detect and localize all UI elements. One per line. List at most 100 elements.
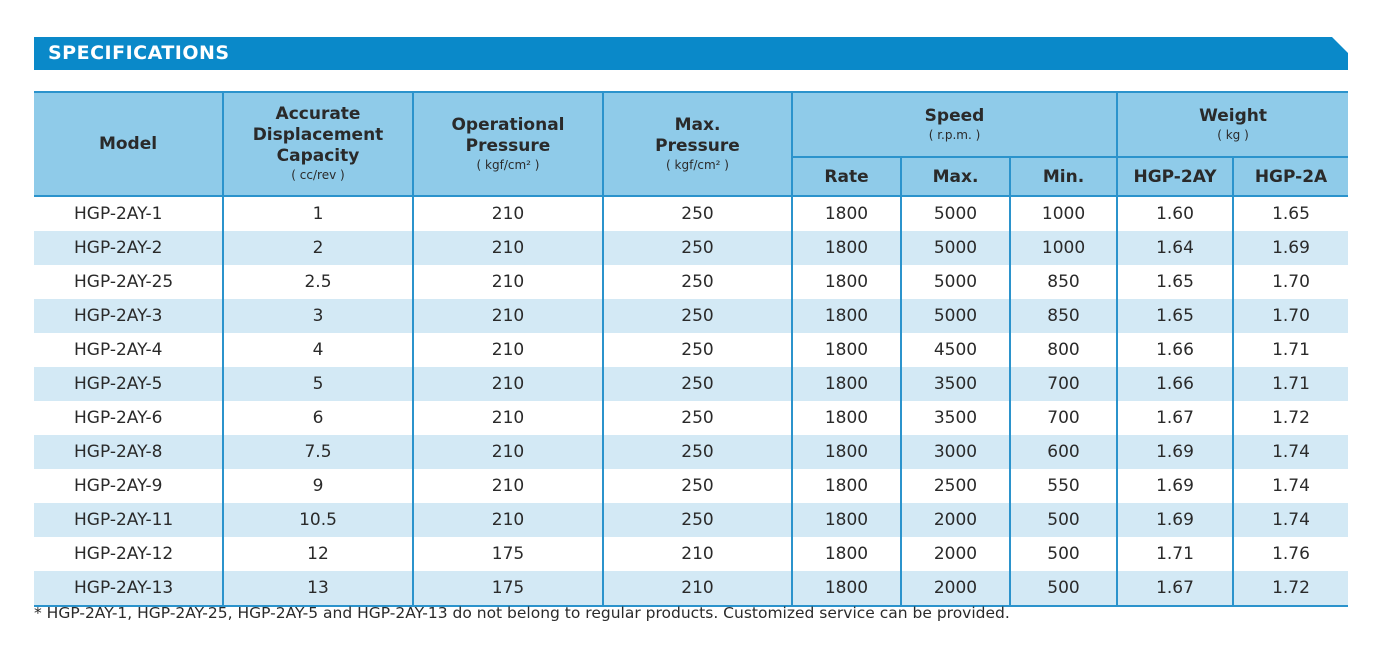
cell-operational-pressure: 210 — [413, 469, 604, 503]
cell-weight-hgp-2ay: 1.66 — [1117, 333, 1235, 367]
header-speed: Speed ( r.p.m. ) — [792, 91, 1119, 158]
cell-max-pressure: 250 — [603, 367, 793, 401]
cell-capacity: 9 — [223, 469, 414, 503]
cell-speed-min: 700 — [1010, 401, 1119, 435]
cell-max-pressure: 250 — [603, 435, 793, 469]
cell-weight-hgp-2a: 1.76 — [1233, 537, 1349, 571]
cell-max-pressure: 210 — [603, 537, 793, 571]
cell-model: HGP-2AY-2 — [34, 231, 224, 265]
cell-speed-min: 850 — [1010, 299, 1119, 333]
table-row: HGP-2AY-4 4 210 250 1800 4500 800 1.66 1.71 — [34, 333, 1349, 367]
table-body: HGP-2AY-1 1 210 250 1800 5000 1000 1.60 1.65 HGP-… — [34, 196, 1349, 607]
header-model: Model — [34, 91, 224, 197]
cell-operational-pressure: 210 — [413, 231, 604, 265]
header-speed-max: Max. — [901, 157, 1011, 197]
cell-weight-hgp-2a: 1.71 — [1233, 367, 1349, 401]
cell-operational-pressure: 175 — [413, 537, 604, 571]
cell-speed-rate: 1800 — [792, 231, 902, 265]
cell-speed-rate: 1800 — [792, 503, 902, 537]
cell-speed-max: 5000 — [901, 265, 1011, 299]
cell-model: HGP-2AY-8 — [34, 435, 224, 469]
cell-speed-min: 1000 — [1010, 196, 1119, 231]
cell-speed-max: 5000 — [901, 231, 1011, 265]
cell-operational-pressure: 210 — [413, 435, 604, 469]
cell-speed-min: 600 — [1010, 435, 1119, 469]
cell-operational-pressure: 175 — [413, 571, 604, 607]
cell-speed-rate: 1800 — [792, 299, 902, 333]
table-row: HGP-2AY-5 5 210 250 1800 3500 700 1.66 1.71 — [34, 367, 1349, 401]
cell-speed-min: 1000 — [1010, 231, 1119, 265]
cell-weight-hgp-2a: 1.69 — [1233, 231, 1349, 265]
cell-capacity: 12 — [223, 537, 414, 571]
cell-weight-hgp-2a: 1.71 — [1233, 333, 1349, 367]
table-row: HGP-2AY-11 10.5 210 250 1800 2000 500 1.69 1.74 — [34, 503, 1349, 537]
cell-weight-hgp-2ay: 1.66 — [1117, 367, 1235, 401]
cell-model: HGP-2AY-1 — [34, 196, 224, 231]
cell-max-pressure: 250 — [603, 231, 793, 265]
cell-model: HGP-2AY-9 — [34, 469, 224, 503]
cell-capacity: 10.5 — [223, 503, 414, 537]
cell-speed-rate: 1800 — [792, 367, 902, 401]
cell-weight-hgp-2a: 1.65 — [1233, 196, 1349, 231]
header-max-pressure: Max. Pressure ( kgf/cm² ) — [603, 91, 793, 197]
cell-speed-rate: 1800 — [792, 469, 902, 503]
cell-operational-pressure: 210 — [413, 503, 604, 537]
cell-operational-pressure: 210 — [413, 401, 604, 435]
table-row: HGP-2AY-12 12 175 210 1800 2000 500 1.71 1.76 — [34, 537, 1349, 571]
cell-weight-hgp-2ay: 1.71 — [1117, 537, 1235, 571]
header-weight-hgp-2ay: HGP-2AY — [1117, 157, 1235, 197]
cell-model: HGP-2AY-3 — [34, 299, 224, 333]
cell-max-pressure: 210 — [603, 571, 793, 607]
cell-weight-hgp-2a: 1.72 — [1233, 401, 1349, 435]
cell-speed-rate: 1800 — [792, 265, 902, 299]
cell-max-pressure: 250 — [603, 196, 793, 231]
cell-capacity: 2.5 — [223, 265, 414, 299]
cell-speed-max: 3500 — [901, 401, 1011, 435]
header-operational-pressure: Operational Pressure ( kgf/cm² ) — [413, 91, 604, 197]
cell-weight-hgp-2ay: 1.65 — [1117, 265, 1235, 299]
cell-weight-hgp-2ay: 1.64 — [1117, 231, 1235, 265]
cell-weight-hgp-2ay: 1.69 — [1117, 435, 1235, 469]
cell-weight-hgp-2ay: 1.60 — [1117, 196, 1235, 231]
table-row: HGP-2AY-25 2.5 210 250 1800 5000 850 1.65 1.70 — [34, 265, 1349, 299]
cell-model: HGP-2AY-25 — [34, 265, 224, 299]
cell-speed-max: 2000 — [901, 503, 1011, 537]
section-title: SPECIFICATIONS — [48, 42, 230, 64]
table-row: HGP-2AY-3 3 210 250 1800 5000 850 1.65 1.70 — [34, 299, 1349, 333]
cell-weight-hgp-2ay: 1.65 — [1117, 299, 1235, 333]
cell-max-pressure: 250 — [603, 401, 793, 435]
cell-speed-min: 700 — [1010, 367, 1119, 401]
cell-capacity: 7.5 — [223, 435, 414, 469]
cell-speed-min: 500 — [1010, 571, 1119, 607]
cell-model: HGP-2AY-4 — [34, 333, 224, 367]
cell-capacity: 6 — [223, 401, 414, 435]
cell-speed-max: 3000 — [901, 435, 1011, 469]
table-row: HGP-2AY-2 2 210 250 1800 5000 1000 1.64 1.69 — [34, 231, 1349, 265]
header-weight-hgp-2a: HGP-2A — [1233, 157, 1349, 197]
header-speed-rate: Rate — [792, 157, 902, 197]
table-row: HGP-2AY-8 7.5 210 250 1800 3000 600 1.69 1.74 — [34, 435, 1349, 469]
cell-speed-rate: 1800 — [792, 537, 902, 571]
cell-operational-pressure: 210 — [413, 196, 604, 231]
cell-model: HGP-2AY-12 — [34, 537, 224, 571]
cell-capacity: 4 — [223, 333, 414, 367]
table-row: HGP-2AY-13 13 175 210 1800 2000 500 1.67 1.72 — [34, 571, 1349, 607]
header-speed-min: Min. — [1010, 157, 1119, 197]
cell-speed-min: 800 — [1010, 333, 1119, 367]
cell-model: HGP-2AY-13 — [34, 571, 224, 607]
cell-speed-rate: 1800 — [792, 333, 902, 367]
cell-speed-min: 850 — [1010, 265, 1119, 299]
cell-speed-min: 550 — [1010, 469, 1119, 503]
cell-operational-pressure: 210 — [413, 299, 604, 333]
cell-max-pressure: 250 — [603, 469, 793, 503]
cell-max-pressure: 250 — [603, 503, 793, 537]
cell-speed-max: 2000 — [901, 537, 1011, 571]
cell-operational-pressure: 210 — [413, 367, 604, 401]
cell-speed-rate: 1800 — [792, 435, 902, 469]
cell-max-pressure: 250 — [603, 265, 793, 299]
cell-speed-min: 500 — [1010, 503, 1119, 537]
cell-weight-hgp-2a: 1.74 — [1233, 469, 1349, 503]
cell-speed-max: 5000 — [901, 299, 1011, 333]
banner-shape — [34, 37, 1348, 70]
cell-capacity: 13 — [223, 571, 414, 607]
